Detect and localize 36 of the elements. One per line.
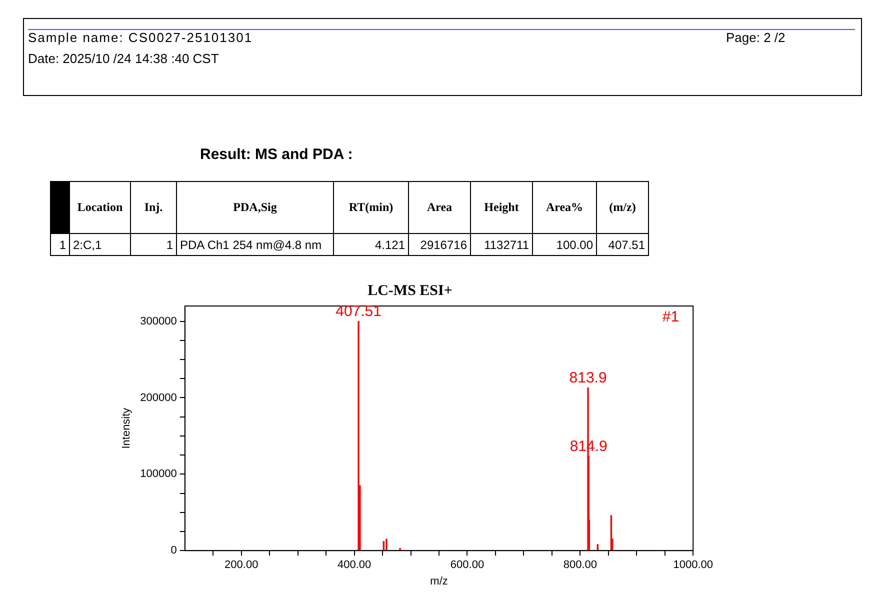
annotation: 813.9 [569,369,607,386]
text: Result: MS and PDA : [200,146,354,163]
text: 4.121 [334,234,408,256]
category-label: Location [70,182,130,234]
annotation: 407.51 [336,302,382,320]
category-label: Inj. [130,182,176,234]
x-tick-label: 400.00 [337,559,372,572]
text: Sample name: CS0027-25101301 [28,30,253,45]
text: 407.51 [596,234,648,256]
text: 100.00 [532,234,596,256]
y-tick-label: 100000 [140,468,177,480]
chart-title: LC-MS ESI+ [368,282,452,299]
x-tick-label: 600.00 [450,559,484,572]
x-tick-label: 1000.00 [673,559,713,572]
text: 2916716 [408,234,470,256]
category-label: RT(min) [334,182,408,234]
text: 1 [130,234,176,256]
text: PDA Ch1 254 nm@4.8 nm [176,234,334,256]
text: Date: 2025/10 /24 14:38 :40 CST [28,51,219,66]
y-axis-title: Intensity [120,407,133,449]
y-tick-label: 300000 [140,315,177,328]
annotation: #1 [662,308,680,326]
text: 2:C,1 [70,234,130,256]
category-label: Height [470,182,532,234]
text: Page: 2 /2 [726,30,786,45]
text: 1 [50,234,70,256]
y-tick-label: 0 [170,544,177,557]
x-tick-label: 800.00 [563,559,598,572]
x-axis-title: m/z [430,575,448,588]
category-label: Area [408,182,470,234]
y-tick-label: 200000 [140,392,177,404]
category-label: PDA,Sig [176,182,334,234]
text: 1132711 [470,234,532,256]
x-tick-label: 200.00 [224,559,258,572]
category-label: (m/z) [596,182,648,234]
category-label: Area% [532,182,596,234]
